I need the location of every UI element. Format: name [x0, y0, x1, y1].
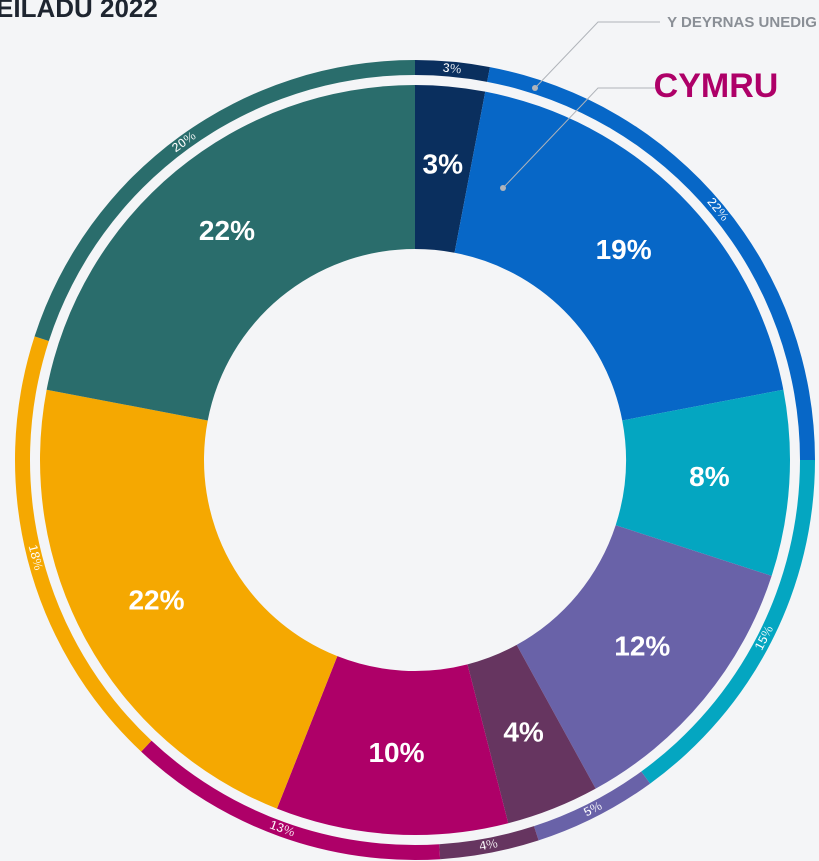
slice [141, 740, 441, 860]
callout-dot [500, 185, 506, 191]
slice [40, 389, 338, 809]
value-label: 19% [596, 234, 652, 265]
slice [533, 771, 651, 841]
value-label: 22% [199, 215, 255, 246]
slice [467, 644, 596, 824]
value-label: 4% [503, 717, 544, 748]
value-label: 22% [128, 585, 184, 616]
value-label: 12% [614, 630, 670, 661]
legend-label: Y DEYRNAS UNEDIG [667, 14, 817, 31]
callout-line [502, 87, 660, 189]
slice [516, 525, 772, 789]
slice [454, 91, 784, 421]
value-label: 8% [689, 461, 730, 492]
callout-dot [532, 85, 538, 91]
slice [415, 85, 486, 253]
value-label: 18% [25, 543, 46, 572]
slice [415, 60, 490, 82]
slice [487, 67, 815, 461]
chart-title: EILADU 2022 [0, 0, 158, 23]
slice [439, 826, 539, 860]
slice [46, 85, 416, 421]
slice [615, 389, 790, 576]
value-label: 3% [442, 60, 463, 77]
legend-label: CYMRU [654, 67, 779, 105]
value-label: 3% [423, 149, 464, 180]
value-label: 4% [478, 835, 500, 853]
slice [15, 336, 152, 752]
slice [276, 656, 509, 835]
slice [34, 60, 415, 342]
value-label: 10% [368, 737, 424, 768]
callouts [500, 21, 660, 191]
callout-line [534, 21, 660, 89]
slice [641, 460, 815, 784]
